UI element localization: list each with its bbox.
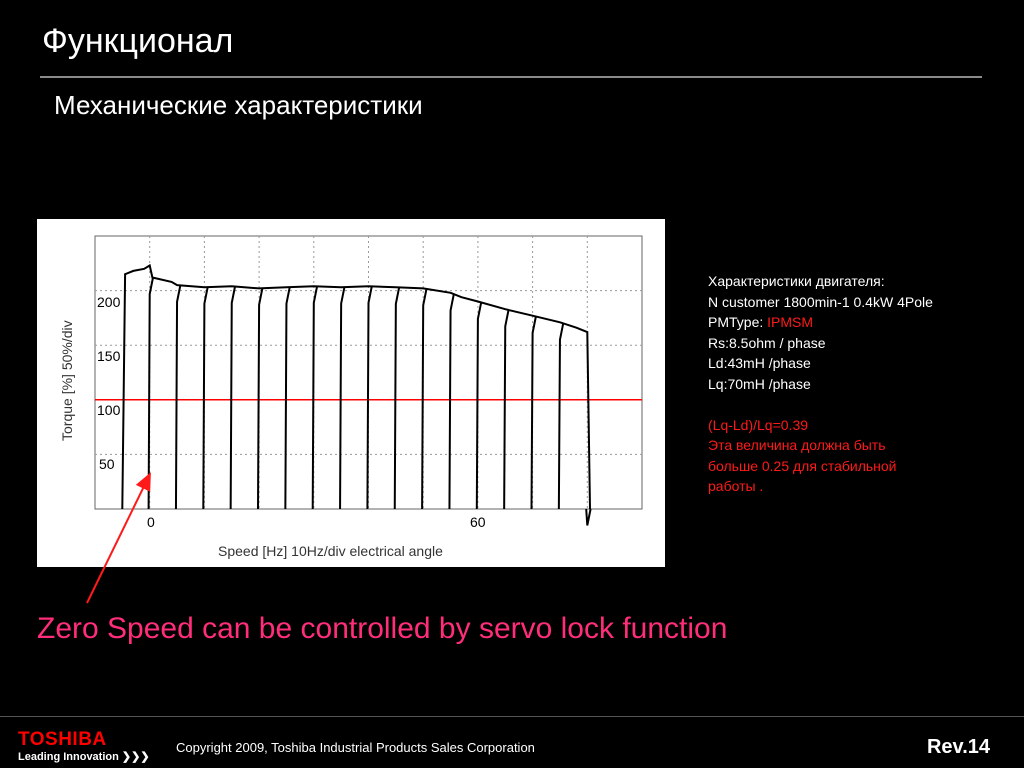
torque-drop-line [421,288,428,510]
y-tick-200: 200 [97,294,121,310]
torque-drop-line [475,302,483,510]
specs-note-3: работы . [708,478,764,494]
torque-drop-line [557,323,565,510]
torque-speed-chart: 200 150 100 50 0 60 Speed [Hz] 10Hz/div … [37,219,665,567]
copyright-text: Copyright 2009, Toshiba Industrial Produ… [176,740,535,755]
title-divider [40,76,982,78]
specs-rating: N customer 1800min-1 0.4kW 4Pole [708,293,933,310]
callout-text: Zero Speed can be controlled by servo lo… [37,612,728,645]
y-tick-100: 100 [97,402,121,418]
specs-rs: Rs:8.5ohm / phase [708,334,826,351]
torque-drop-line [174,285,182,510]
torque-drop-line [147,277,154,510]
revision-label: Rev.14 [926,736,990,758]
footer-divider [0,716,1024,717]
y-axis-title: Torque [%] 50%/div [59,320,75,441]
torque-drop-line [503,309,510,510]
torque-drop-line [284,286,291,510]
logo-tagline: Leading Innovation ❯❯❯ [18,751,150,763]
torque-drop-line [530,316,537,510]
torque-drop-line [448,293,455,510]
pm-type-value: IPMSM [767,314,814,330]
torque-drop-line [202,286,209,510]
torque-drop-line [393,287,401,510]
torque-drop-line [339,286,346,510]
torque-drop-line [229,286,237,510]
torque-drop-line [311,286,319,510]
torque-drop-line [366,286,373,510]
toshiba-logo: TOSHIBA Leading Innovation ❯❯❯ [18,730,158,766]
y-tick-50: 50 [99,456,115,472]
specs-pm-type: PMType: IPMSM [708,312,1008,333]
specs-heading: Характеристики двигателя: [708,273,885,289]
slide-subtitle: Механические характеристики [54,90,423,120]
slide-title: Функционал [42,22,234,60]
specs-ld: Ld:43mH /phase [708,355,811,371]
specs-ratio: (Lq-Ld)/Lq=0.39 [708,416,809,433]
logo-wordmark: TOSHIBA [18,729,107,750]
specs-spacer [708,394,1008,415]
x-tick-60: 60 [470,514,486,530]
x-tick-0: 0 [147,514,155,530]
specs-lq: Lq:70mH /phase [708,375,811,392]
torque-drop-line [585,508,592,526]
chart-canvas: 200 150 100 50 0 60 Speed [Hz] 10Hz/div … [59,235,643,559]
pm-type-label: PMType: [708,314,768,330]
motor-specs: Характеристики двигателя: N customer 180… [708,271,1008,497]
x-axis-title: Speed [Hz] 10Hz/div electrical angle [218,543,443,559]
torque-drop-line [257,288,264,510]
y-tick-150: 150 [97,348,121,364]
torque-curve [121,263,591,510]
specs-note-1: Эта величина должна быть [708,437,886,453]
specs-note-2: больше 0.25 для стабильной [708,457,897,474]
